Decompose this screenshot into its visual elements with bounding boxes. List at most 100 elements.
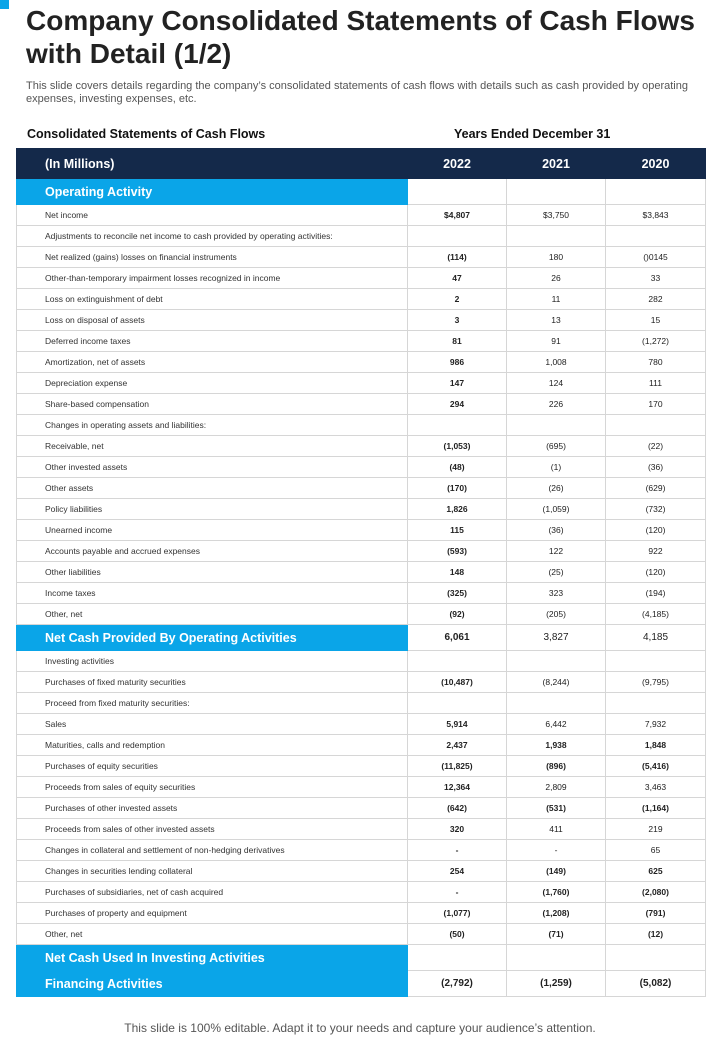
empty-cell	[407, 414, 507, 436]
value-cell: (593)	[407, 540, 507, 562]
row-label: Other-than-temporary impairment losses r…	[16, 267, 408, 289]
row-label: Sales	[16, 713, 408, 735]
value-cell: 1,826	[407, 498, 507, 520]
title: Company Consolidated Statements of Cash …	[26, 5, 695, 69]
row-label: Proceeds from sales of other invested as…	[16, 818, 408, 840]
table-row: Other assets (170) (26) (629)	[16, 477, 706, 499]
value-cell: (36)	[506, 519, 606, 541]
row-label: Accounts payable and accrued expenses	[16, 540, 408, 562]
value-cell: 323	[506, 582, 606, 604]
row-label: Other liabilities	[16, 561, 408, 583]
value-cell: 115	[407, 519, 507, 541]
value-cell: (1,164)	[605, 797, 706, 819]
empty-cell	[605, 944, 706, 971]
section-row: Financing Activities (2,792) (1,259) (5,082…	[16, 970, 706, 997]
value-cell: (1,259)	[506, 970, 606, 997]
section-label: Net Cash Used In Investing Activities	[16, 944, 408, 971]
row-label: Loss on extinguishment of debt	[16, 288, 408, 310]
table-row: Changes in collateral and settlement of …	[16, 839, 706, 861]
value-cell: (120)	[605, 519, 706, 541]
value-cell: 91	[506, 330, 606, 352]
table-row: Adjustments to reconcile net income to c…	[16, 225, 706, 247]
value-cell: (22)	[605, 435, 706, 457]
row-label: Adjustments to reconcile net income to c…	[16, 225, 408, 247]
table-row: Income taxes (325) 323 (194)	[16, 582, 706, 604]
value-cell: 5,914	[407, 713, 507, 735]
value-cell: (896)	[506, 755, 606, 777]
year-header: 2021	[506, 148, 606, 179]
value-cell: 780	[605, 351, 706, 373]
table-row: Purchases of equity securities (11,825) (8…	[16, 755, 706, 777]
value-cell: -	[407, 839, 507, 861]
row-label: Proceed from fixed maturity securities:	[16, 692, 408, 714]
table-row: Purchases of subsidiaries, net of cash a…	[16, 881, 706, 903]
empty-cell	[407, 692, 507, 714]
row-label: Changes in securities lending collateral	[16, 860, 408, 882]
value-cell: $4,807	[407, 204, 507, 226]
empty-cell	[506, 414, 606, 436]
table-row: Other invested assets (48) (1) (36)	[16, 456, 706, 478]
value-cell: (4,185)	[605, 603, 706, 625]
row-label: Purchases of equity securities	[16, 755, 408, 777]
row-label: Other, net	[16, 923, 408, 945]
table-period: Years Ended December 31	[454, 127, 611, 141]
table-row: Changes in securities lending collateral…	[16, 860, 706, 882]
value-cell: -	[506, 839, 606, 861]
value-cell: (8,244)	[506, 671, 606, 693]
footer: This slide is 100% editable. Adapt it to…	[124, 1021, 596, 1035]
row-label: Purchases of fixed maturity securities	[16, 671, 408, 693]
table-row: Proceeds from sales of equity securities…	[16, 776, 706, 798]
empty-cell	[506, 650, 606, 672]
row-label: Investing activities	[16, 650, 408, 672]
row-label: Policy liabilities	[16, 498, 408, 520]
value-cell: (1,059)	[506, 498, 606, 520]
value-cell: 219	[605, 818, 706, 840]
table-row: Other, net (50) (71) (12)	[16, 923, 706, 945]
empty-cell	[407, 178, 507, 205]
value-cell: (5,416)	[605, 755, 706, 777]
value-cell: (50)	[407, 923, 507, 945]
empty-cell	[407, 225, 507, 247]
row-label: Unearned income	[16, 519, 408, 541]
value-cell: (2,080)	[605, 881, 706, 903]
value-cell: 2,809	[506, 776, 606, 798]
row-label: Changes in collateral and settlement of …	[16, 839, 408, 861]
value-cell: (695)	[506, 435, 606, 457]
value-cell: 33	[605, 267, 706, 289]
value-cell: 411	[506, 818, 606, 840]
row-label: Deferred income taxes	[16, 330, 408, 352]
value-cell: ()0145	[605, 246, 706, 268]
value-cell: 124	[506, 372, 606, 394]
value-cell: (11,825)	[407, 755, 507, 777]
value-cell: (732)	[605, 498, 706, 520]
value-cell: (25)	[506, 561, 606, 583]
value-cell: 4,185	[605, 624, 706, 651]
section-row: Net Cash Provided By Operating Activitie…	[16, 624, 706, 651]
value-cell: (92)	[407, 603, 507, 625]
value-cell: (1,053)	[407, 435, 507, 457]
value-cell: (71)	[506, 923, 606, 945]
empty-cell	[605, 414, 706, 436]
year-header: 2020	[605, 148, 706, 179]
table-row: Policy liabilities 1,826 (1,059) (732)	[16, 498, 706, 520]
value-cell: 2,437	[407, 734, 507, 756]
table-row: Investing activities	[16, 650, 706, 672]
table-row: Purchases of other invested assets (642)(…	[16, 797, 706, 819]
table-row: Deferred income taxes 81 91 (1,272)	[16, 330, 706, 352]
value-cell: 986	[407, 351, 507, 373]
value-cell: 2	[407, 288, 507, 310]
table-row: Proceeds from sales of other invested as…	[16, 818, 706, 840]
section-row: Operating Activity	[16, 178, 706, 205]
value-cell: 294	[407, 393, 507, 415]
row-label: Purchases of subsidiaries, net of cash a…	[16, 881, 408, 903]
value-cell: (325)	[407, 582, 507, 604]
value-cell: 1,008	[506, 351, 606, 373]
value-cell: (36)	[605, 456, 706, 478]
section-row: Net Cash Used In Investing Activities	[16, 944, 706, 971]
table-row: Share-based compensation 294 226 170	[16, 393, 706, 415]
value-cell: 180	[506, 246, 606, 268]
cash-flow-table: (In Millions) 2022 2021 2020 Operating Acti…	[16, 148, 706, 997]
row-label: Maturities, calls and redemption	[16, 734, 408, 756]
value-cell: 254	[407, 860, 507, 882]
